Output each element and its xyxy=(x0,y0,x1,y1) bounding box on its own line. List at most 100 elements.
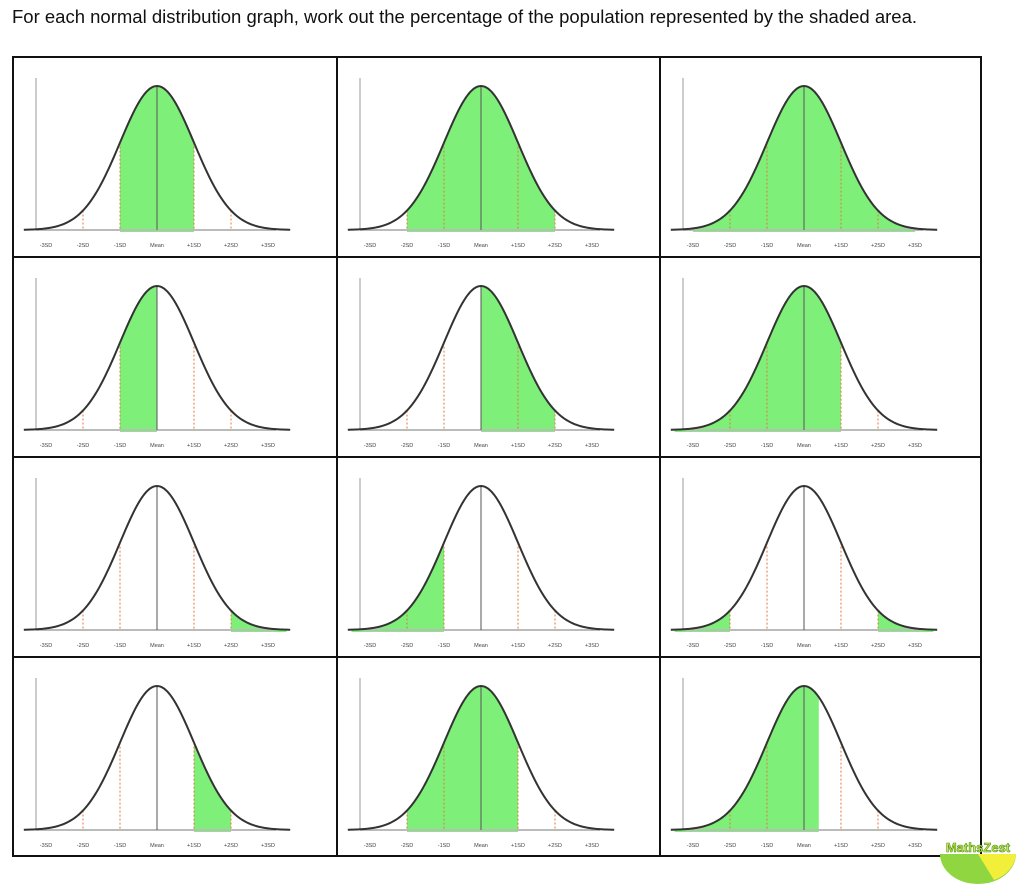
axis-label: +1SD xyxy=(511,843,525,849)
axis-label: -1SD xyxy=(438,643,451,649)
axis-label: +3SD xyxy=(585,843,599,849)
shaded-area xyxy=(674,686,819,832)
normal-curve xyxy=(23,84,291,231)
normal-curve xyxy=(347,684,615,831)
shaded-area xyxy=(674,286,841,432)
axis-label: -3SD xyxy=(40,643,53,649)
axis-label: -1SD xyxy=(761,243,774,249)
shaded-area xyxy=(120,286,157,432)
axis-label: Mean xyxy=(150,643,164,649)
axis-label: +2SD xyxy=(224,243,238,249)
graph-cell: -3SD -2SD -1SD Mean +1SD +2SD +3SD xyxy=(338,58,661,258)
axis-label: Mean xyxy=(150,443,164,449)
logo-lime: MathsZest xyxy=(940,840,1016,884)
axis-label: +2SD xyxy=(871,243,885,249)
axis-label: -1SD xyxy=(114,843,127,849)
axis-label: -1SD xyxy=(438,843,451,849)
normal-distribution-graph: -3SD -2SD -1SD Mean +1SD +2SD +3SD xyxy=(347,478,615,649)
axis-label: +1SD xyxy=(187,443,201,449)
axis-label: -1SD xyxy=(114,443,127,449)
axis-label: -1SD xyxy=(761,643,774,649)
axis-label: -2SD xyxy=(724,643,737,649)
normal-distribution-graph: -3SD -2SD -1SD Mean +1SD +2SD +3SD xyxy=(670,278,938,449)
normal-curve xyxy=(670,684,938,831)
axis-label: +1SD xyxy=(511,243,525,249)
axis-label: +2SD xyxy=(871,643,885,649)
axis-label: -3SD xyxy=(687,443,700,449)
axis-label: +1SD xyxy=(834,643,848,649)
axis-label: -1SD xyxy=(761,843,774,849)
normal-distribution-graph: -3SD -2SD -1SD Mean +1SD +2SD +3SD xyxy=(347,678,615,849)
graph-cell: -3SD -2SD -1SD Mean +1SD +2SD +3SD xyxy=(661,258,980,458)
axis-label: -2SD xyxy=(724,843,737,849)
axis-label: +1SD xyxy=(834,443,848,449)
normal-distribution-graph: -3SD -2SD -1SD Mean +1SD +2SD +3SD xyxy=(23,78,291,249)
axis-label: Mean xyxy=(797,243,811,249)
axis-label: -3SD xyxy=(687,843,700,849)
axis-label: -2SD xyxy=(77,643,90,649)
graph-cell: -3SD -2SD -1SD Mean +1SD +2SD +3SD xyxy=(14,58,338,258)
normal-distribution-graph: -3SD -2SD -1SD Mean +1SD +2SD +3SD xyxy=(23,478,291,649)
graph-cell: -3SD -2SD -1SD Mean +1SD +2SD +3SD xyxy=(14,458,338,658)
normal-curve xyxy=(670,484,938,631)
axis-label: +1SD xyxy=(187,843,201,849)
normal-distribution-graph: -3SD -2SD -1SD Mean +1SD +2SD +3SD xyxy=(23,678,291,849)
axis-label: Mean xyxy=(797,443,811,449)
graph-cell: -3SD -2SD -1SD Mean +1SD +2SD +3SD xyxy=(661,658,980,855)
graph-cell: -3SD -2SD -1SD Mean +1SD +2SD +3SD xyxy=(338,458,661,658)
axis-label: -3SD xyxy=(687,243,700,249)
axis-label: Mean xyxy=(150,843,164,849)
axis-label: +3SD xyxy=(585,243,599,249)
axis-label: +2SD xyxy=(224,443,238,449)
axis-label: -1SD xyxy=(761,443,774,449)
axis-label: -2SD xyxy=(77,443,90,449)
shaded-area xyxy=(674,610,730,632)
axis-label: -2SD xyxy=(724,443,737,449)
normal-distribution-graph: -3SD -2SD -1SD Mean +1SD +2SD +3SD xyxy=(670,678,938,849)
axis-label: Mean xyxy=(797,643,811,649)
axis-label: -3SD xyxy=(364,243,377,249)
axis-label: -3SD xyxy=(40,843,53,849)
shaded-area xyxy=(351,542,444,632)
axis-label: Mean xyxy=(150,243,164,249)
axis-label: +3SD xyxy=(261,843,275,849)
axis-label: +1SD xyxy=(511,643,525,649)
axis-label: -3SD xyxy=(40,443,53,449)
shaded-area xyxy=(231,610,287,632)
axis-label: -3SD xyxy=(364,643,377,649)
axis-label: Mean xyxy=(474,443,488,449)
graph-cell: -3SD -2SD -1SD Mean +1SD +2SD +3SD xyxy=(338,658,661,855)
axis-label: -3SD xyxy=(40,243,53,249)
svg-text:MathsZest: MathsZest xyxy=(946,840,1011,855)
graph-grid: -3SD -2SD -1SD Mean +1SD +2SD +3SD -3SD -2SD -1SD… xyxy=(12,56,982,857)
graph-cell: -3SD -2SD -1SD Mean +1SD +2SD +3SD xyxy=(14,258,338,458)
axis-label: -2SD xyxy=(401,443,414,449)
shaded-area xyxy=(878,610,934,632)
axis-label: +2SD xyxy=(871,443,885,449)
axis-label: +1SD xyxy=(511,443,525,449)
axis-label: -2SD xyxy=(724,243,737,249)
axis-label: +3SD xyxy=(261,643,275,649)
axis-label: -2SD xyxy=(401,243,414,249)
axis-label: +1SD xyxy=(187,643,201,649)
axis-label: -3SD xyxy=(364,443,377,449)
axis-label: Mean xyxy=(474,843,488,849)
axis-label: +1SD xyxy=(187,243,201,249)
axis-label: +3SD xyxy=(908,443,922,449)
graph-cell: -3SD -2SD -1SD Mean +1SD +2SD +3SD xyxy=(661,458,980,658)
axis-label: -2SD xyxy=(401,643,414,649)
normal-curve xyxy=(670,284,938,431)
axis-label: -2SD xyxy=(401,843,414,849)
normal-distribution-graph: -3SD -2SD -1SD Mean +1SD +2SD +3SD xyxy=(670,478,938,649)
axis-label: +2SD xyxy=(548,243,562,249)
axis-label: +3SD xyxy=(908,643,922,649)
axis-label: +3SD xyxy=(585,643,599,649)
normal-curve xyxy=(347,484,615,631)
axis-label: +1SD xyxy=(834,243,848,249)
axis-label: -1SD xyxy=(114,243,127,249)
axis-label: -2SD xyxy=(77,243,90,249)
axis-label: +2SD xyxy=(548,443,562,449)
normal-curve xyxy=(23,484,291,631)
axis-label: -3SD xyxy=(687,643,700,649)
axis-label: +2SD xyxy=(871,843,885,849)
